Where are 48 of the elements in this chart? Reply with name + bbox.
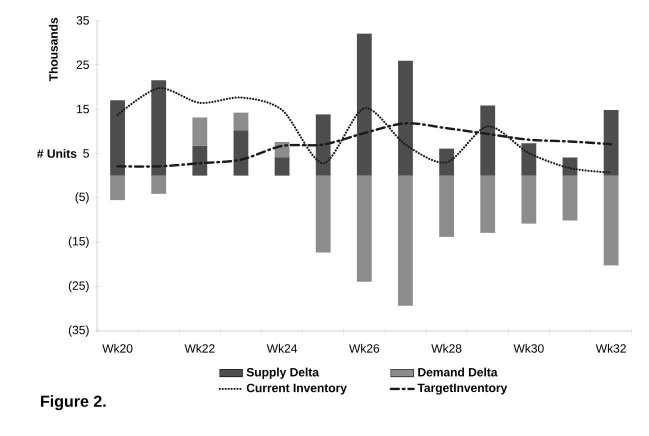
y-tick-label: 15: [77, 104, 89, 114]
x-tick-label: Wk32: [596, 344, 626, 353]
y-tick-label: (15): [68, 236, 89, 248]
bar: [562, 157, 578, 176]
bar: [192, 146, 208, 176]
bar: [316, 176, 331, 252]
bar: [192, 118, 208, 146]
y-tick-label: 35: [76, 16, 89, 25]
bar: [356, 34, 372, 176]
legend-label: Demand Delta: [418, 368, 498, 376]
bar: [398, 60, 413, 176]
bar: [110, 100, 125, 176]
legend-label: Current Inventory: [246, 384, 347, 395]
legend-label: Supply Delta: [246, 368, 320, 379]
bar: [110, 176, 125, 200]
bar: [316, 114, 331, 176]
x-tick-label: Wk20: [102, 344, 132, 353]
y-tick-label: 5: [83, 149, 89, 158]
bar: [234, 130, 248, 176]
bar: [234, 112, 248, 130]
x-tick-label: Wk24: [266, 344, 298, 353]
bar: [439, 148, 454, 176]
bar: [521, 176, 536, 224]
bar: [439, 176, 454, 237]
y-axis-title: # Units: [37, 149, 76, 158]
bar: [151, 176, 166, 194]
bar: [274, 157, 290, 176]
bar: [398, 176, 413, 306]
caption: Figure 2.: [41, 395, 106, 410]
bar: [521, 143, 536, 176]
bar: [604, 176, 619, 266]
bar: [604, 110, 619, 176]
y-tick-label: (35): [68, 325, 89, 337]
line-series: [116, 87, 612, 174]
y-tick-label: (5): [76, 192, 89, 204]
bar: [480, 176, 496, 233]
x-tick-label: Wk26: [349, 344, 380, 353]
bar: [356, 176, 372, 282]
y-tick-label: 25: [76, 60, 89, 69]
x-tick-label: Wk30: [514, 344, 544, 353]
bar: [480, 106, 496, 176]
text: Thousands: [48, 18, 58, 82]
x-tick-label: Wk28: [431, 344, 462, 353]
legend-label: TargetInventory: [418, 384, 508, 395]
bar: [151, 80, 166, 176]
y-tick-label: (25): [68, 281, 89, 292]
bar: [562, 176, 578, 220]
x-tick-label: Wk22: [184, 344, 215, 353]
